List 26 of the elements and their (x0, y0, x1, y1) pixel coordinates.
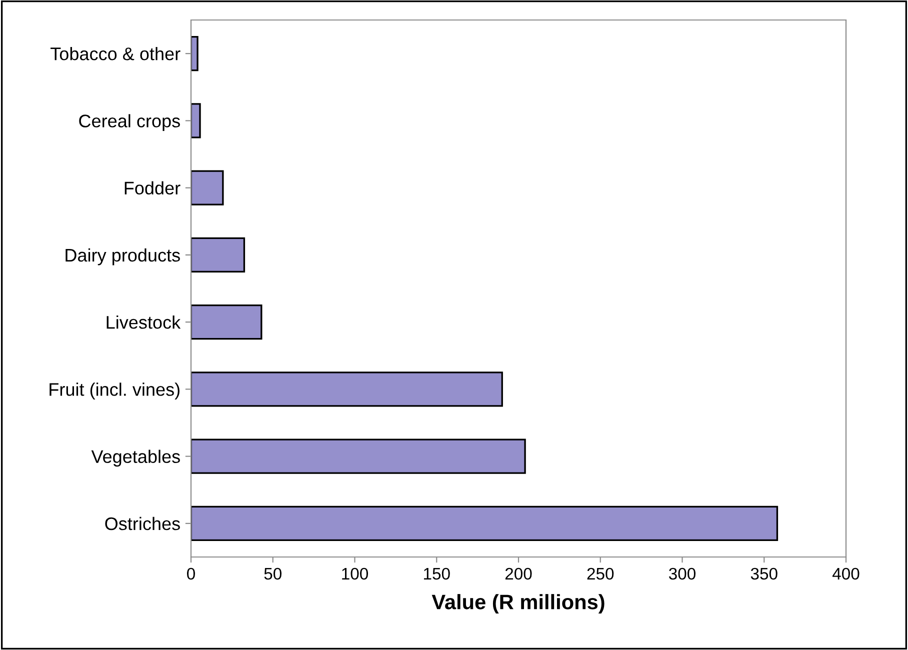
bar (191, 304, 262, 340)
bar (191, 170, 224, 206)
bar (191, 36, 198, 72)
x-tick-label: 50 (264, 568, 282, 580)
x-tick-label: 100 (342, 568, 368, 580)
y-tick-label: Ostriches (105, 516, 180, 530)
bar (191, 438, 526, 474)
y-tick-label: Vegetables (91, 450, 180, 467)
y-tick-label: Cereal crops (79, 114, 180, 131)
x-tick-label: 400 (832, 568, 860, 580)
y-tick-label: Dairy products (66, 248, 180, 266)
x-tick-label: 350 (750, 568, 778, 580)
bar (191, 103, 201, 138)
y-tick-label: Fodder (124, 181, 180, 195)
y-tick-label: Tobacco & other (50, 47, 180, 60)
x-tick-label: 150 (424, 568, 450, 580)
x-axis-title: Value (R millions) (432, 594, 604, 614)
y-tick-label: Fruit (incl. vines) (50, 382, 180, 400)
bar (191, 237, 246, 273)
x-tick-label: 0 (187, 568, 195, 580)
y-tick-label: Livestock (106, 316, 181, 329)
x-tick-label: 250 (587, 568, 614, 580)
bar (191, 372, 503, 407)
x-tick-label: 200 (505, 568, 532, 580)
x-tick-label: 300 (668, 568, 696, 580)
bar (191, 506, 778, 542)
